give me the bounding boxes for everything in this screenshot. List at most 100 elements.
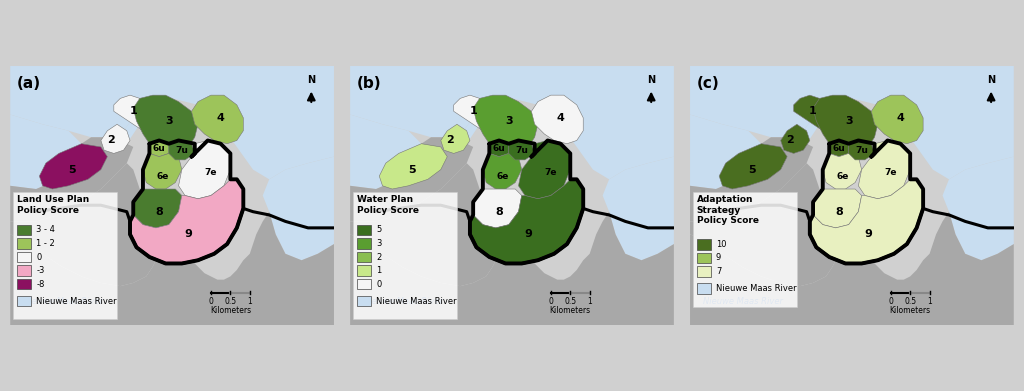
Text: 5: 5 — [748, 165, 756, 175]
Polygon shape — [169, 140, 195, 160]
Bar — [356, 238, 371, 249]
Text: 4: 4 — [557, 113, 564, 123]
Text: 2: 2 — [376, 253, 381, 262]
Text: 0.5: 0.5 — [904, 298, 916, 307]
Polygon shape — [10, 66, 334, 179]
Text: 6e: 6e — [836, 172, 848, 181]
Text: 6u: 6u — [493, 144, 506, 153]
Text: 5: 5 — [408, 165, 416, 175]
Text: 2: 2 — [106, 135, 115, 145]
Polygon shape — [849, 140, 874, 160]
Bar — [16, 279, 32, 289]
Polygon shape — [822, 153, 861, 189]
Bar — [16, 252, 32, 262]
Text: 1 - 2: 1 - 2 — [36, 239, 55, 248]
Polygon shape — [150, 140, 169, 157]
Polygon shape — [787, 105, 826, 150]
Bar — [356, 252, 371, 262]
Text: N: N — [307, 75, 315, 86]
Text: 3: 3 — [165, 116, 173, 126]
Polygon shape — [489, 140, 509, 157]
Polygon shape — [133, 189, 182, 228]
Text: 3: 3 — [845, 116, 852, 126]
Polygon shape — [130, 179, 244, 264]
Text: 7: 7 — [716, 267, 721, 276]
Text: 7u: 7u — [855, 146, 868, 155]
Text: Adaptation
Strategy
Policy Score: Adaptation Strategy Policy Score — [696, 196, 759, 225]
Text: 0: 0 — [376, 280, 381, 289]
Bar — [16, 265, 32, 276]
Text: Nieuwe Maas River: Nieuwe Maas River — [376, 296, 457, 305]
Polygon shape — [10, 115, 82, 189]
Text: 7e: 7e — [205, 169, 217, 178]
Text: 0.5: 0.5 — [564, 298, 577, 307]
Text: 0: 0 — [549, 298, 553, 307]
Text: 1: 1 — [809, 106, 817, 117]
Text: 1: 1 — [248, 298, 252, 307]
Text: 2: 2 — [446, 135, 455, 145]
Polygon shape — [829, 140, 849, 157]
Polygon shape — [350, 115, 421, 189]
Text: Water Plan
Policy Score: Water Plan Policy Score — [356, 196, 419, 215]
Text: 7e: 7e — [545, 169, 557, 178]
FancyBboxPatch shape — [13, 192, 117, 319]
Text: 7u: 7u — [515, 146, 528, 155]
Bar — [356, 225, 371, 235]
Text: N: N — [647, 75, 655, 86]
Polygon shape — [379, 144, 447, 189]
Polygon shape — [178, 140, 230, 199]
Text: 9: 9 — [184, 230, 193, 239]
Polygon shape — [531, 95, 584, 144]
Polygon shape — [780, 124, 810, 153]
Text: 5: 5 — [68, 165, 76, 175]
Bar — [356, 296, 371, 306]
Text: 8: 8 — [156, 207, 163, 217]
Polygon shape — [794, 95, 839, 131]
Polygon shape — [518, 140, 570, 199]
Polygon shape — [263, 157, 334, 260]
Polygon shape — [813, 189, 861, 228]
Polygon shape — [483, 153, 521, 189]
Polygon shape — [871, 95, 923, 144]
Polygon shape — [473, 189, 521, 228]
Polygon shape — [858, 140, 910, 199]
Text: 4: 4 — [217, 113, 224, 123]
Text: 1: 1 — [129, 106, 137, 117]
Text: 7u: 7u — [175, 146, 188, 155]
Polygon shape — [813, 95, 878, 157]
Text: 8: 8 — [496, 207, 503, 217]
Text: 7e: 7e — [885, 169, 897, 178]
Text: 1: 1 — [588, 298, 592, 307]
Polygon shape — [10, 212, 334, 390]
Text: 6u: 6u — [833, 144, 846, 153]
Text: 4: 4 — [897, 113, 904, 123]
Text: (b): (b) — [356, 76, 381, 91]
Text: 9: 9 — [524, 230, 532, 239]
Bar — [696, 266, 711, 277]
Bar — [16, 225, 32, 235]
Text: 3 - 4: 3 - 4 — [36, 225, 55, 234]
Text: Nieuwe Maas River: Nieuwe Maas River — [24, 296, 103, 305]
Text: 1: 1 — [376, 266, 381, 275]
Text: 0: 0 — [888, 298, 893, 307]
Text: 8: 8 — [836, 207, 843, 217]
Polygon shape — [143, 153, 182, 189]
Polygon shape — [350, 137, 473, 221]
Polygon shape — [690, 163, 846, 286]
Text: 2: 2 — [786, 135, 795, 145]
Text: Land Use Plan
Policy Score: Land Use Plan Policy Score — [16, 196, 89, 215]
Polygon shape — [603, 157, 674, 260]
Text: Nieuwe Maas River: Nieuwe Maas River — [716, 284, 797, 293]
Polygon shape — [473, 95, 538, 157]
Bar — [696, 283, 711, 294]
Polygon shape — [509, 140, 535, 160]
Text: (c): (c) — [696, 76, 719, 91]
Text: Nieuwe Maas River: Nieuwe Maas River — [364, 296, 443, 305]
Polygon shape — [942, 157, 1014, 260]
Text: 0: 0 — [36, 253, 41, 262]
Text: Nieuwe Maas River: Nieuwe Maas River — [703, 296, 783, 305]
Bar — [696, 253, 711, 263]
Polygon shape — [191, 95, 244, 144]
Text: 5: 5 — [376, 225, 381, 234]
Polygon shape — [447, 105, 486, 150]
